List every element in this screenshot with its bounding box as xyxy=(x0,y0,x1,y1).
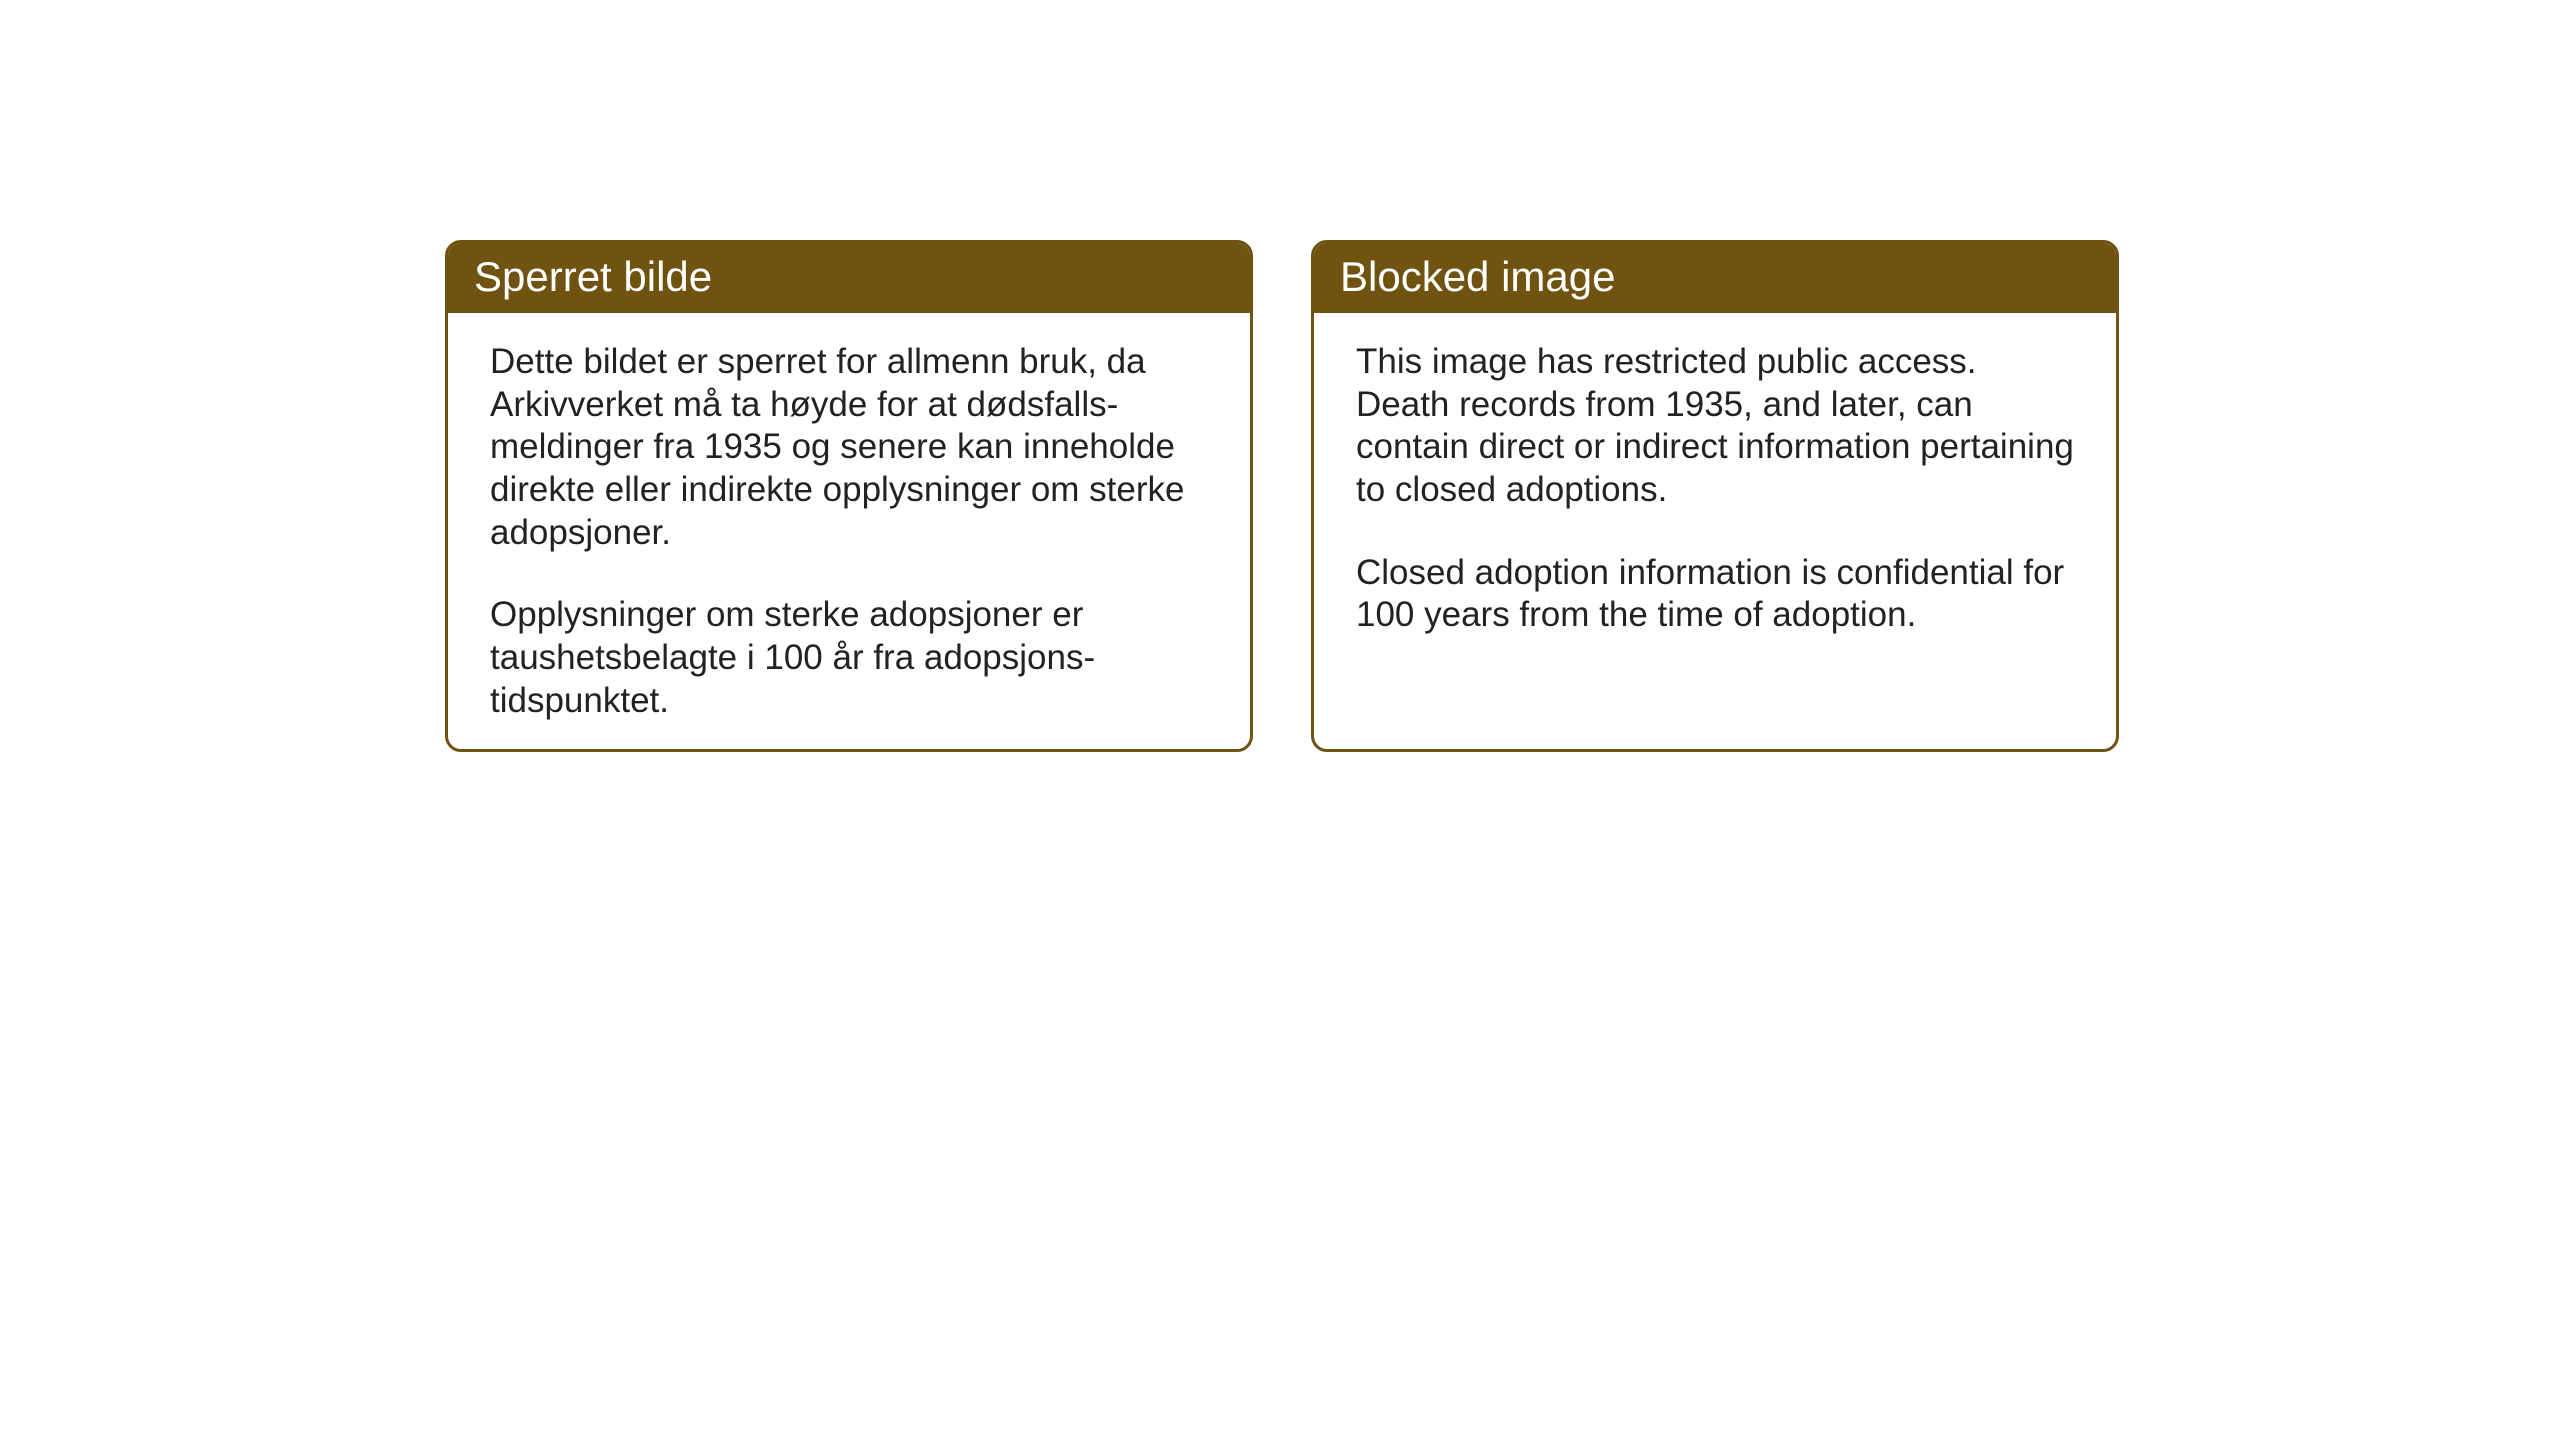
card-title-norwegian: Sperret bilde xyxy=(474,253,712,300)
card-body-english: This image has restricted public access.… xyxy=(1314,313,2116,677)
card-paragraph-1-english: This image has restricted public access.… xyxy=(1356,341,2074,512)
card-paragraph-2-norwegian: Opplysninger om sterke adopsjoner er tau… xyxy=(490,594,1208,722)
card-paragraph-1-norwegian: Dette bildet er sperret for allmenn bruk… xyxy=(490,341,1208,554)
card-header-english: Blocked image xyxy=(1314,243,2116,313)
card-body-norwegian: Dette bildet er sperret for allmenn bruk… xyxy=(448,313,1250,752)
cards-container: Sperret bilde Dette bildet er sperret fo… xyxy=(445,240,2119,752)
card-english: Blocked image This image has restricted … xyxy=(1311,240,2119,752)
card-title-english: Blocked image xyxy=(1340,253,1615,300)
card-header-norwegian: Sperret bilde xyxy=(448,243,1250,313)
card-norwegian: Sperret bilde Dette bildet er sperret fo… xyxy=(445,240,1253,752)
card-paragraph-2-english: Closed adoption information is confident… xyxy=(1356,552,2074,637)
